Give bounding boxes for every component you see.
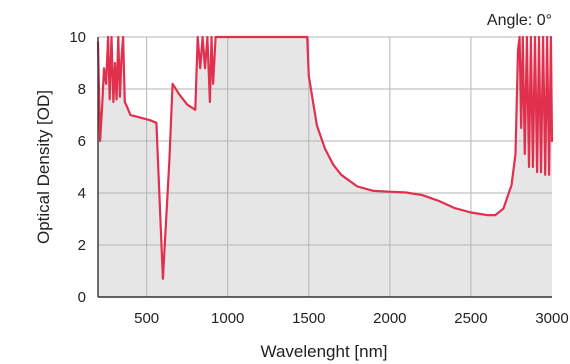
series-line [96,35,554,280]
x-tick-label: 500 [134,310,159,327]
grid-layer [98,36,552,297]
y-tick-label: 0 [78,289,86,306]
x-tick-labels: 500 1000 1500 2000 2500 3000 [134,310,569,327]
series-area [98,37,552,297]
y-tick-labels: 0 2 4 6 8 10 [69,29,86,306]
series-area-layer [98,37,552,297]
x-tick-label: 2500 [454,310,487,327]
x-axis-title: Wavelenght [nm] [261,342,388,361]
axes [97,37,552,298]
x-tick-label: 1000 [211,310,244,327]
x-tick-label: 2000 [373,310,406,327]
y-axis-title: Optical Density [OD] [34,90,53,244]
y-tick-label: 8 [78,81,86,98]
y-tick-label: 6 [78,133,86,150]
y-tick-label: 2 [78,237,86,254]
y-tick-label: 10 [69,29,86,46]
x-tick-label: 3000 [535,310,568,327]
angle-annotation: Angle: 0° [487,12,552,29]
y-tick-label: 4 [78,185,86,202]
series-line-layer [96,35,554,280]
x-tick-label: 1500 [292,310,325,327]
